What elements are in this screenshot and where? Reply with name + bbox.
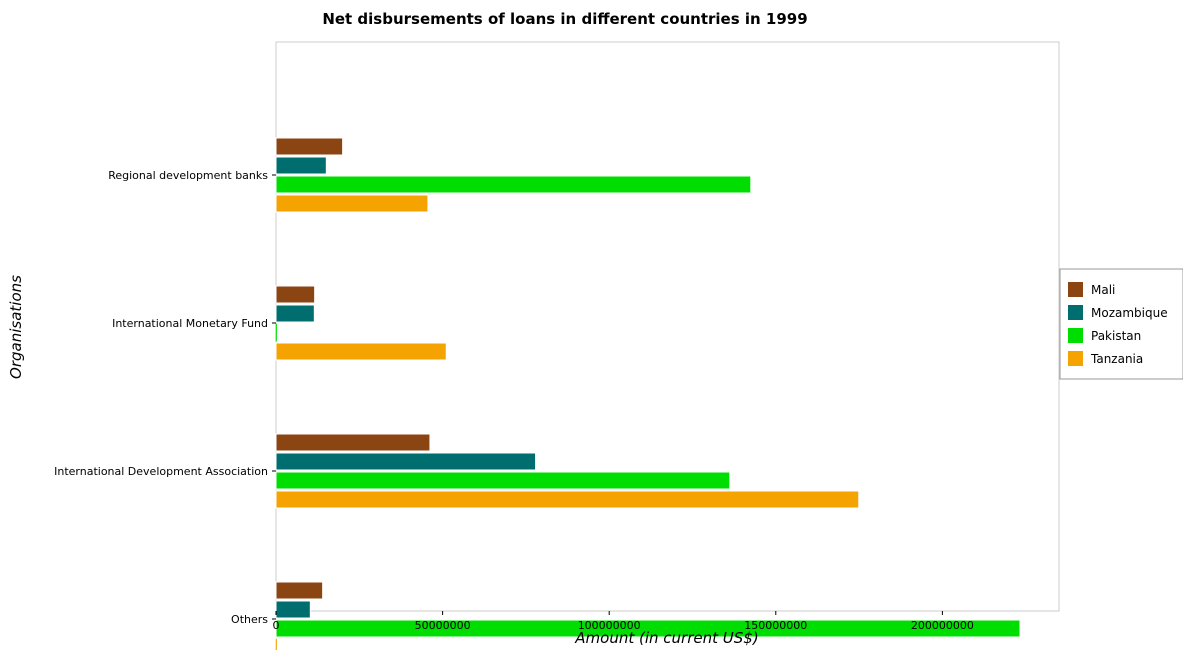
x-tick-label: 150000000 — [744, 619, 807, 632]
bar-mali-1 — [275, 285, 316, 304]
bar-mali-3 — [275, 581, 324, 600]
x-tick-label: 0 — [273, 619, 280, 632]
bar-pakistan-1 — [275, 323, 277, 342]
x-tick-label: 50000000 — [415, 619, 471, 632]
legend-label-pakistan: Pakistan — [1091, 329, 1141, 343]
bar-tanzania-0 — [275, 194, 429, 213]
bar-pakistan-2 — [275, 471, 731, 490]
legend-swatch-mozambique — [1068, 305, 1083, 320]
bar-pakistan-3 — [275, 619, 1021, 638]
y-tick-label: International Monetary Fund — [112, 317, 268, 330]
bar-mozambique-1 — [275, 304, 315, 323]
bar-mozambique-0 — [275, 156, 327, 175]
bar-tanzania-1 — [275, 342, 447, 361]
legend-swatch-tanzania — [1068, 351, 1083, 366]
bar-mali-0 — [275, 137, 344, 156]
bar-mozambique-3 — [275, 600, 311, 619]
y-tick-label: Regional development banks — [108, 169, 268, 182]
legend-label-mali: Mali — [1091, 283, 1115, 297]
y-tick-label: Others — [231, 613, 268, 626]
x-tick-label: 100000000 — [578, 619, 641, 632]
x-axis-title: Amount (in current US$) — [574, 629, 758, 647]
bar-mali-2 — [275, 433, 431, 452]
legend-swatch-pakistan — [1068, 328, 1083, 343]
legend: Mali Mozambique Pakistan Tanzania — [1059, 268, 1183, 380]
plot-area — [275, 41, 1060, 612]
bar-tanzania-3 — [275, 638, 277, 650]
y-tick-labels: Regional development banks International … — [54, 169, 276, 626]
bars-group — [275, 137, 1021, 650]
x-tick-label: 200000000 — [911, 619, 974, 632]
chart-title: Net disbursements of loans in different … — [322, 10, 807, 28]
legend-label-tanzania: Tanzania — [1090, 352, 1143, 366]
bar-pakistan-0 — [275, 175, 752, 194]
legend-label-mozambique: Mozambique — [1091, 306, 1168, 320]
y-axis-title: Organisations — [7, 275, 25, 379]
bar-mozambique-2 — [275, 452, 537, 471]
legend-swatch-mali — [1068, 282, 1083, 297]
x-tick-labels: 0 50000000 100000000 150000000 200000000 — [273, 611, 974, 632]
bar-tanzania-2 — [275, 490, 860, 509]
y-tick-label: International Development Association — [54, 465, 268, 478]
